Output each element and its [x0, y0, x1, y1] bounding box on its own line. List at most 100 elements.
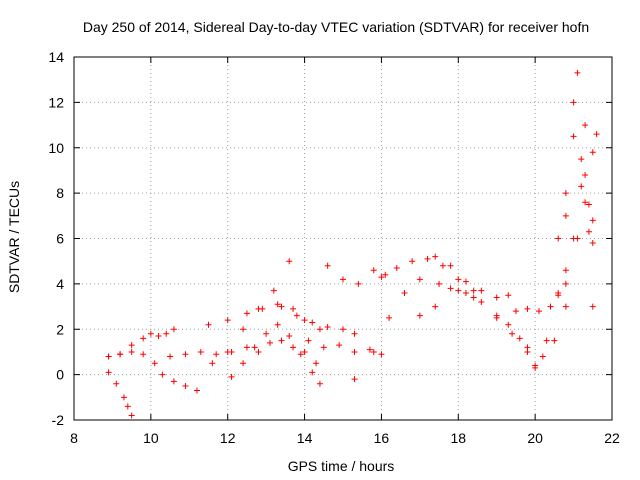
data-point — [524, 348, 531, 355]
data-point — [382, 271, 389, 278]
y-tick-label: 2 — [56, 321, 64, 337]
series-arc-20 — [562, 183, 596, 310]
y-axis-title: SDTVAR / TECUs — [6, 181, 22, 293]
y-tick-label: 14 — [48, 49, 64, 65]
data-point — [570, 99, 577, 106]
series-arc-9 — [278, 303, 358, 337]
series-arc-13 — [378, 255, 477, 294]
data-point — [182, 351, 189, 358]
data-point — [147, 330, 154, 337]
data-point — [301, 348, 308, 355]
data-point — [274, 301, 281, 308]
data-point — [263, 330, 270, 337]
series-arc-7 — [228, 321, 323, 387]
data-point — [493, 294, 500, 301]
data-point — [462, 278, 469, 285]
series-arc-3 — [105, 348, 200, 394]
data-point — [478, 287, 485, 294]
data-point — [320, 344, 327, 351]
x-tick-labels: 8 10 12 14 16 18 20 22 — [70, 430, 620, 446]
data-point — [240, 360, 247, 367]
data-point — [128, 412, 135, 419]
data-point — [228, 373, 235, 380]
data-point — [574, 69, 581, 76]
data-point — [570, 133, 577, 140]
data-point — [470, 294, 477, 301]
data-point — [551, 337, 558, 344]
data-point — [582, 199, 589, 206]
data-point — [378, 351, 385, 358]
data-point — [509, 330, 516, 337]
data-point — [455, 287, 462, 294]
data-point — [585, 201, 592, 208]
series-arc-18 — [532, 69, 596, 371]
data-point — [582, 122, 589, 129]
data-point — [163, 330, 170, 337]
series-arc-16 — [493, 314, 546, 369]
data-point — [274, 321, 281, 328]
data-point — [155, 333, 162, 340]
data-point — [259, 305, 266, 312]
x-tick-label: 20 — [527, 430, 543, 446]
y-tick-labels: -2 0 2 4 6 8 10 12 14 — [48, 49, 64, 428]
data-point — [547, 303, 554, 310]
data-point — [462, 289, 469, 296]
data-points — [105, 69, 600, 419]
data-point — [447, 285, 454, 292]
data-point — [416, 312, 423, 319]
x-tick-label: 8 — [70, 430, 78, 446]
data-point — [340, 276, 346, 283]
data-point — [113, 380, 120, 387]
x-tick-label: 10 — [143, 430, 159, 446]
data-point — [524, 305, 531, 312]
data-point — [585, 228, 592, 235]
data-point — [386, 314, 393, 321]
data-point — [117, 351, 124, 358]
data-point — [578, 183, 585, 190]
data-point — [574, 235, 581, 242]
y-tick-label: 0 — [56, 367, 64, 383]
data-point — [182, 382, 189, 389]
data-point — [562, 280, 569, 287]
data-point — [278, 303, 285, 310]
data-point — [370, 267, 377, 274]
y-tick-label: 6 — [56, 231, 64, 247]
data-point — [305, 337, 312, 344]
data-point — [170, 326, 177, 333]
data-point — [351, 348, 358, 355]
data-point — [578, 156, 585, 163]
data-point — [309, 319, 316, 326]
data-point — [416, 276, 423, 283]
data-point — [240, 326, 247, 333]
grid — [74, 57, 612, 420]
data-point — [316, 326, 323, 333]
series-arc-14 — [432, 253, 512, 301]
data-point — [128, 342, 135, 349]
axis-ticks — [73, 56, 613, 421]
x-tick-label: 12 — [220, 430, 236, 446]
data-point — [324, 323, 331, 330]
data-point — [313, 360, 320, 367]
data-point — [255, 348, 262, 355]
data-point — [266, 339, 273, 346]
y-tick-label: 8 — [56, 185, 64, 201]
data-point — [455, 276, 462, 283]
x-tick-label: 14 — [297, 430, 313, 446]
data-point — [290, 344, 297, 351]
data-point — [128, 348, 135, 355]
data-point — [324, 262, 331, 269]
data-point — [589, 217, 596, 224]
data-point — [224, 348, 231, 355]
data-point — [159, 371, 166, 378]
data-point — [593, 131, 600, 138]
data-point — [193, 387, 200, 394]
data-point — [589, 240, 596, 247]
data-point — [120, 394, 127, 401]
data-point — [535, 308, 542, 315]
data-point — [351, 376, 358, 383]
data-point — [370, 348, 377, 355]
data-point — [505, 321, 512, 328]
data-point — [297, 351, 304, 358]
y-tick-label: 4 — [56, 276, 64, 292]
